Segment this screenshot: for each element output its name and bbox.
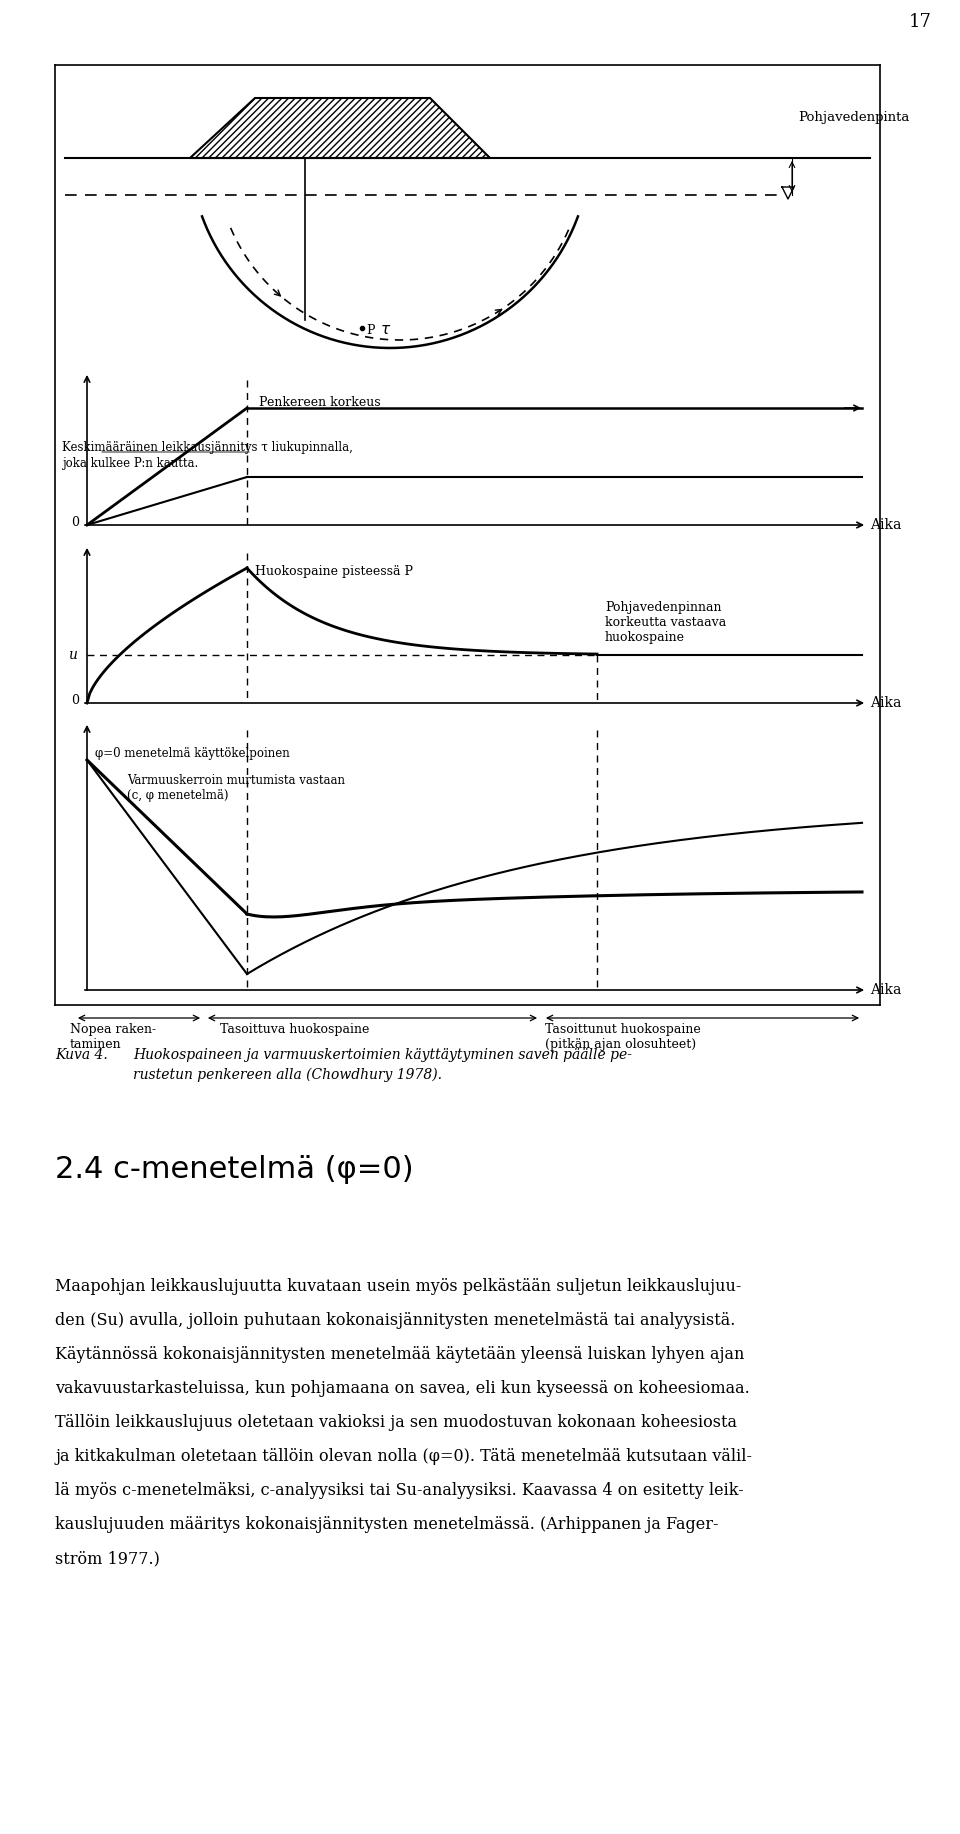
Text: Nopea raken-
taminen: Nopea raken- taminen bbox=[70, 1023, 156, 1051]
Text: Maapohjan leikkauslujuutta kuvataan usein myös pelkästään suljetun leikkauslujuu: Maapohjan leikkauslujuutta kuvataan usei… bbox=[55, 1278, 741, 1295]
Text: Aika: Aika bbox=[870, 695, 901, 710]
Text: lä myös c-menetelmäksi, c-analyysiksi tai Su-analyysiksi. Kaavassa 4 on esitetty: lä myös c-menetelmäksi, c-analyysiksi ta… bbox=[55, 1482, 744, 1498]
Text: Penkereen korkeus: Penkereen korkeus bbox=[259, 396, 380, 409]
Text: $\tau$: $\tau$ bbox=[380, 323, 392, 337]
Text: ström 1977.): ström 1977.) bbox=[55, 1550, 160, 1566]
Text: Aika: Aika bbox=[870, 517, 901, 532]
Text: Tasoittuva huokospaine: Tasoittuva huokospaine bbox=[220, 1023, 370, 1036]
Text: joka kulkee P:n kautta.: joka kulkee P:n kautta. bbox=[62, 457, 199, 470]
Text: den (Su) avulla, jolloin puhutaan kokonaisjännitysten menetelmästä tai analyysis: den (Su) avulla, jolloin puhutaan kokona… bbox=[55, 1311, 735, 1330]
Text: Keskimääräinen leikkausjännitys τ liukupinnalla,: Keskimääräinen leikkausjännitys τ liukup… bbox=[62, 442, 353, 455]
Text: Aika: Aika bbox=[870, 983, 901, 998]
Text: vakavuustarkasteluissa, kun pohjamaana on savea, eli kun kyseessä on koheesiomaa: vakavuustarkasteluissa, kun pohjamaana o… bbox=[55, 1379, 750, 1398]
Text: kauslujuuden määritys kokonaisjännitysten menetelmässä. (Arhippanen ja Fager-: kauslujuuden määritys kokonaisjännityste… bbox=[55, 1517, 718, 1533]
Text: φ=0 menetelmä käyttökelpoinen: φ=0 menetelmä käyttökelpoinen bbox=[95, 748, 290, 761]
Text: Kuva 4.: Kuva 4. bbox=[55, 1047, 108, 1062]
Text: Huokospaineen ja varmuuskertoimien käyttäytyminen saven päälle pe-
rustetun penk: Huokospaineen ja varmuuskertoimien käytt… bbox=[133, 1047, 632, 1082]
Text: ja kitkakulman oletetaan tällöin olevan nolla (φ=0). Tätä menetelmää kutsutaan v: ja kitkakulman oletetaan tällöin olevan … bbox=[55, 1449, 752, 1465]
Text: 0: 0 bbox=[71, 517, 79, 530]
Text: (c, φ menetelmä): (c, φ menetelmä) bbox=[127, 789, 228, 803]
Text: 17: 17 bbox=[908, 13, 931, 31]
Text: P: P bbox=[366, 323, 374, 336]
Text: Käytännössä kokonaisjännitysten menetelmää käytetään yleensä luiskan lyhyen ajan: Käytännössä kokonaisjännitysten menetelm… bbox=[55, 1346, 744, 1363]
Text: Tällöin leikkauslujuus oletetaan vakioksi ja sen muodostuvan kokonaan koheesiost: Tällöin leikkauslujuus oletetaan vakioks… bbox=[55, 1414, 737, 1431]
Text: huokospaine: huokospaine bbox=[605, 631, 685, 644]
Text: Pohjavedenpinnan: Pohjavedenpinnan bbox=[605, 602, 722, 614]
Text: Huokospaine pisteessä P: Huokospaine pisteessä P bbox=[255, 565, 413, 578]
Text: 2.4 c-menetelmä (φ=0): 2.4 c-menetelmä (φ=0) bbox=[55, 1155, 414, 1185]
Text: 0: 0 bbox=[71, 695, 79, 708]
Text: Varmuuskerroin murtumista vastaan: Varmuuskerroin murtumista vastaan bbox=[127, 774, 345, 787]
Text: Tasoittunut huokospaine
(pitkän ajan olosuhteet): Tasoittunut huokospaine (pitkän ajan olo… bbox=[545, 1023, 701, 1051]
Text: u: u bbox=[68, 647, 77, 662]
Text: korkeutta vastaava: korkeutta vastaava bbox=[605, 616, 727, 629]
Text: Pohjavedenpinta: Pohjavedenpinta bbox=[798, 112, 909, 125]
